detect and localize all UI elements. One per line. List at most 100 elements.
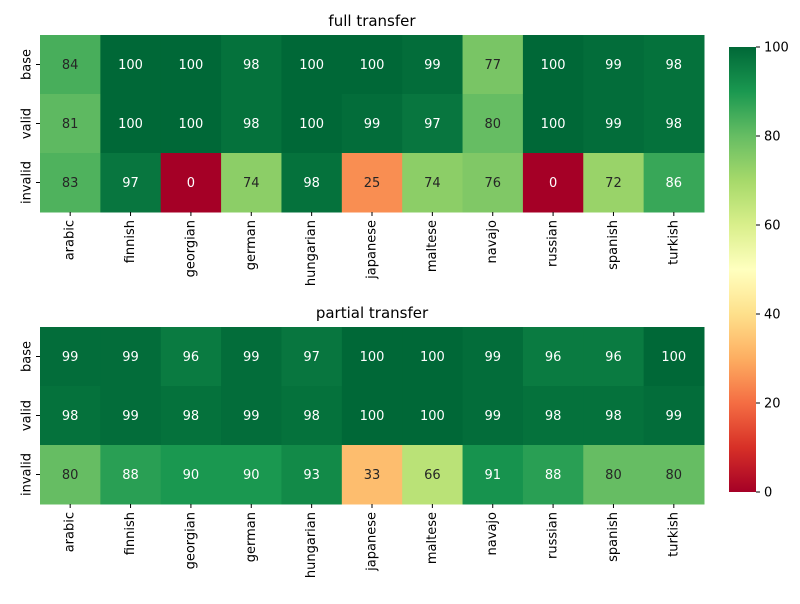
cell-value-label: 91 [484,468,501,483]
colorbar-tick-label: 20 [764,397,781,412]
colorbar [729,47,756,492]
cell-value-label: 72 [605,176,622,191]
heatmap-cell [160,35,222,95]
heatmap-cell [160,386,222,446]
heatmap-cell [643,327,705,387]
heatmap-cell [522,153,584,213]
heatmap-cell [100,153,162,213]
heatmap-cell [643,94,705,154]
cell-value-label: 96 [545,350,562,365]
chart-title: full transfer [328,12,416,30]
heatmap-cell [522,445,584,505]
cell-value-label: 98 [62,409,79,424]
heatmap-cell [462,94,524,154]
cell-value-label: 99 [62,350,79,365]
heatmap-cell [402,445,464,505]
heatmap-cell [160,94,222,154]
heatmap-cell [462,327,524,387]
colorbar-tick-label: 0 [764,486,772,501]
cell-value-label: 99 [122,409,139,424]
heatmap-cell [462,386,524,446]
x-tick-label: russian [546,220,561,267]
cell-value-label: 98 [303,409,320,424]
cell-value-label: 98 [243,117,260,132]
heatmap-cell [281,153,343,213]
x-tick-label: russian [546,512,561,559]
cell-value-label: 98 [666,117,683,132]
heatmap-cell [100,327,162,387]
cell-value-label: 99 [243,409,260,424]
x-tick-label: german [244,512,259,562]
cell-value-label: 90 [243,468,260,483]
cell-value-label: 81 [62,117,79,132]
cell-value-label: 100 [420,350,445,365]
cell-value-label: 99 [605,117,622,132]
heatmap-cell [160,445,222,505]
heatmap-cell [583,35,645,95]
heatmap-cell [583,386,645,446]
cell-value-label: 100 [178,117,203,132]
cell-value-label: 99 [605,58,622,73]
heatmap-cell [221,35,282,95]
cell-value-label: 76 [484,176,501,191]
cell-value-label: 99 [424,58,441,73]
cell-value-label: 98 [303,176,320,191]
heatmap-cell [402,153,464,213]
x-tick-label: georgian [183,512,198,569]
x-tick-label: turkish [666,220,681,265]
heatmap-cell [221,386,282,446]
cell-value-label: 80 [62,468,79,483]
x-tick-label: navajo [485,512,500,555]
heatmap-cell [221,327,282,387]
heatmap-cell [281,94,343,154]
heatmap-cell [643,445,705,505]
y-tick-label: base [20,49,35,80]
heatmap-cell [522,327,584,387]
heatmap-cell [462,35,524,95]
heatmap-cell [40,445,101,505]
heatmap-cell [402,327,464,387]
x-tick-label: finnish [123,220,138,263]
heatmap-cell [402,94,464,154]
cell-value-label: 98 [666,58,683,73]
heatmap-cell [40,327,101,387]
heatmap-cell [40,153,101,213]
cell-value-label: 98 [605,409,622,424]
cell-value-label: 97 [303,350,320,365]
cell-value-label: 99 [484,350,501,365]
heatmap-cell [341,386,403,446]
cell-value-label: 99 [484,409,501,424]
heatmap-cell [341,327,403,387]
heatmap-cell [402,35,464,95]
cell-value-label: 86 [666,176,683,191]
heatmap-cell [583,153,645,213]
heatmap-cell [100,35,162,95]
cell-value-label: 100 [360,350,385,365]
heatmap-cell [221,445,282,505]
cell-value-label: 99 [364,117,381,132]
cell-value-label: 98 [545,409,562,424]
y-tick-label: invalid [20,161,35,204]
heatmap-cell [40,35,101,95]
heatmap-cell [522,35,584,95]
cell-value-label: 88 [122,468,139,483]
heatmap-cell [281,327,343,387]
y-tick-label: valid [20,400,35,431]
cell-value-label: 100 [661,350,686,365]
colorbar-tick-label: 100 [764,41,789,56]
cell-value-label: 98 [243,58,260,73]
x-tick-label: georgian [183,220,198,277]
cell-value-label: 74 [243,176,260,191]
cell-value-label: 96 [183,350,200,365]
heatmap-cell [341,153,403,213]
heatmap-cell [522,94,584,154]
cell-value-label: 88 [545,468,562,483]
cell-value-label: 96 [605,350,622,365]
heatmap-cell [341,94,403,154]
heatmap-cell [221,94,282,154]
cell-value-label: 80 [666,468,683,483]
x-tick-label: german [244,220,259,270]
cell-value-label: 0 [187,176,195,191]
heatmap-cell [160,327,222,387]
cell-value-label: 100 [541,58,566,73]
